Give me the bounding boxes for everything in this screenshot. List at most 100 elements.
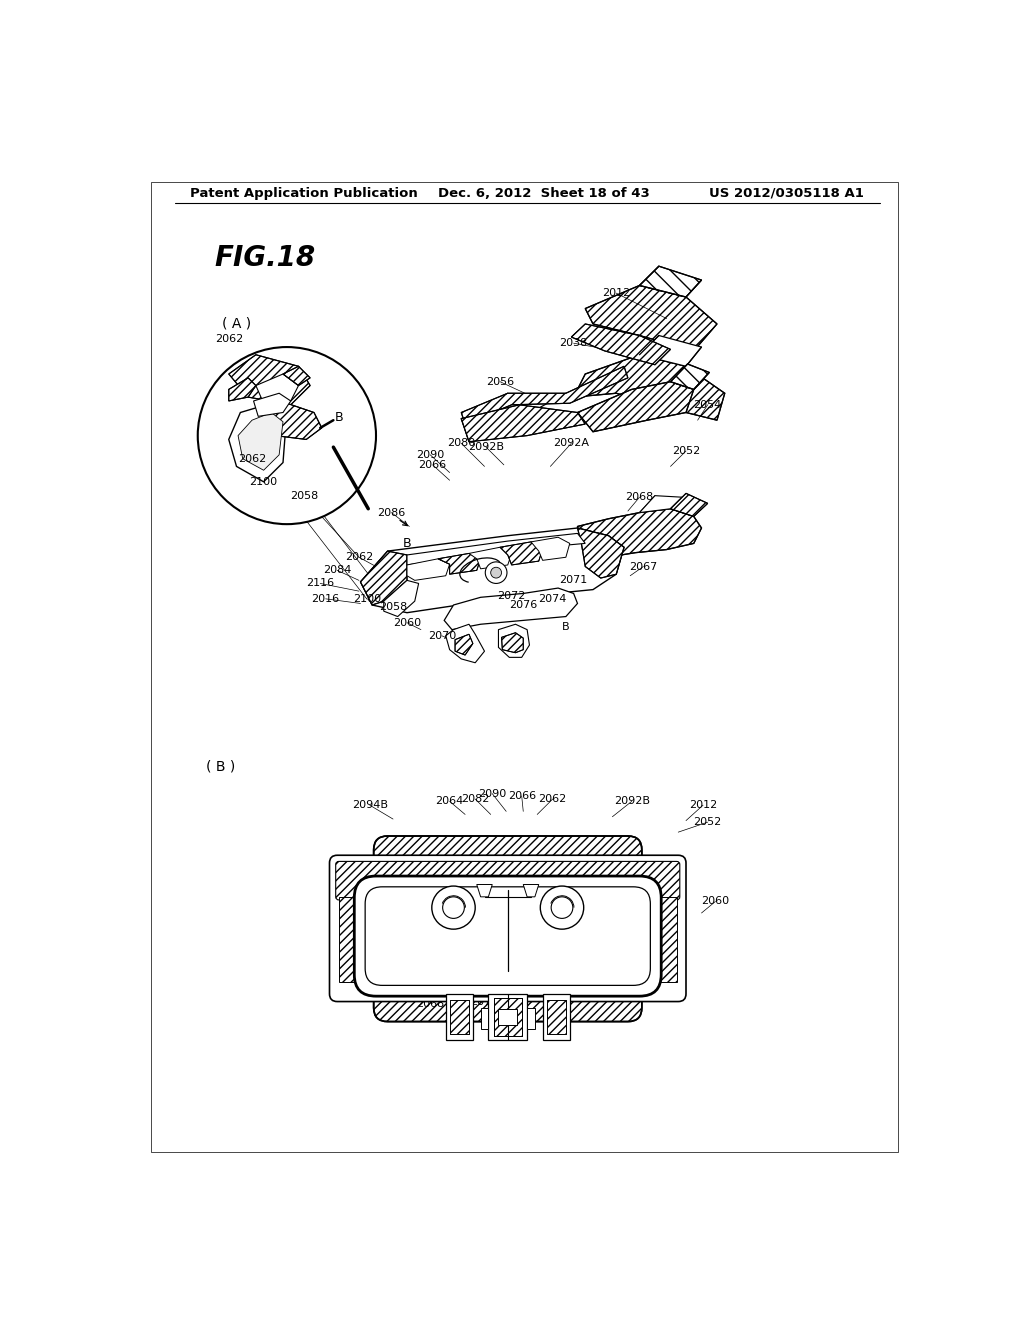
Polygon shape — [671, 494, 708, 516]
Text: 2116: 2116 — [306, 578, 334, 589]
Text: 2016: 2016 — [311, 594, 340, 603]
Text: 2066: 2066 — [419, 459, 446, 470]
Text: 2072: 2072 — [498, 591, 525, 601]
Polygon shape — [444, 589, 578, 630]
Text: B: B — [562, 622, 569, 631]
Polygon shape — [547, 1001, 566, 1034]
Text: 2012: 2012 — [689, 800, 717, 810]
Polygon shape — [461, 405, 586, 442]
Polygon shape — [238, 412, 283, 470]
Text: US 2012/0305118 A1: US 2012/0305118 A1 — [710, 186, 864, 199]
Circle shape — [541, 886, 584, 929]
Polygon shape — [254, 393, 291, 416]
FancyBboxPatch shape — [336, 862, 680, 900]
Polygon shape — [438, 553, 480, 574]
Polygon shape — [500, 543, 543, 565]
Polygon shape — [469, 548, 512, 569]
Text: 2071: 2071 — [559, 576, 588, 585]
Text: 2082: 2082 — [461, 795, 489, 804]
Polygon shape — [531, 537, 569, 560]
Text: 2062: 2062 — [345, 552, 373, 562]
Polygon shape — [228, 404, 287, 482]
Circle shape — [198, 347, 376, 524]
Polygon shape — [477, 884, 493, 896]
Polygon shape — [228, 378, 256, 401]
FancyBboxPatch shape — [374, 836, 642, 1022]
Polygon shape — [671, 364, 710, 389]
FancyBboxPatch shape — [366, 887, 650, 985]
Polygon shape — [455, 635, 473, 655]
Text: 2071: 2071 — [500, 1007, 528, 1016]
Text: 2078: 2078 — [350, 968, 379, 978]
Polygon shape — [407, 558, 450, 581]
Polygon shape — [573, 355, 725, 420]
Text: 2086: 2086 — [378, 508, 406, 517]
Text: 2067: 2067 — [630, 561, 657, 572]
Polygon shape — [445, 994, 473, 1040]
Text: 2060: 2060 — [393, 618, 421, 628]
FancyBboxPatch shape — [339, 896, 356, 982]
Text: 2092B: 2092B — [468, 442, 504, 453]
Text: 2058: 2058 — [291, 491, 318, 500]
Text: 2068: 2068 — [626, 492, 653, 502]
Circle shape — [490, 568, 502, 578]
Text: 2100: 2100 — [352, 594, 381, 603]
Text: 2052: 2052 — [672, 446, 700, 455]
Polygon shape — [523, 884, 539, 896]
Text: 2090: 2090 — [478, 788, 507, 799]
Polygon shape — [640, 496, 682, 512]
Text: 2067: 2067 — [485, 1019, 514, 1030]
Polygon shape — [578, 528, 624, 578]
Text: Dec. 6, 2012  Sheet 18 of 43: Dec. 6, 2012 Sheet 18 of 43 — [438, 186, 650, 199]
Text: 2064: 2064 — [435, 796, 464, 807]
Text: 2092A: 2092A — [606, 878, 642, 887]
Text: 2076: 2076 — [509, 601, 538, 610]
Text: FIG.18: FIG.18 — [215, 244, 316, 272]
Polygon shape — [499, 1010, 517, 1024]
Polygon shape — [578, 508, 701, 562]
FancyBboxPatch shape — [659, 896, 677, 982]
Polygon shape — [271, 404, 322, 440]
Polygon shape — [586, 285, 717, 351]
Text: 2080: 2080 — [447, 438, 475, 449]
Polygon shape — [461, 367, 628, 424]
Polygon shape — [256, 374, 299, 404]
Polygon shape — [640, 335, 701, 367]
Polygon shape — [578, 381, 693, 432]
Text: 2074: 2074 — [534, 883, 562, 894]
Text: 2094A: 2094A — [459, 878, 495, 887]
Polygon shape — [640, 267, 701, 297]
Text: 2070: 2070 — [389, 991, 417, 1001]
Polygon shape — [283, 367, 310, 385]
Circle shape — [485, 562, 507, 583]
Polygon shape — [527, 1007, 535, 1028]
Text: 2062: 2062 — [539, 795, 567, 804]
FancyBboxPatch shape — [395, 858, 621, 1001]
Text: B: B — [402, 537, 412, 550]
Polygon shape — [494, 998, 521, 1036]
Text: 2060: 2060 — [701, 896, 729, 907]
Text: 2074: 2074 — [539, 594, 567, 603]
Text: 2012: 2012 — [602, 288, 631, 298]
Text: 2084: 2084 — [323, 565, 351, 576]
Text: 2062: 2062 — [215, 334, 243, 345]
Polygon shape — [228, 355, 310, 405]
Text: ( B ): ( B ) — [207, 760, 236, 774]
Text: 2056: 2056 — [486, 376, 514, 387]
Polygon shape — [450, 1001, 469, 1034]
Text: 2068: 2068 — [416, 999, 444, 1008]
Text: 2080: 2080 — [503, 878, 531, 887]
Polygon shape — [499, 624, 529, 657]
Text: 2078: 2078 — [616, 968, 644, 978]
Polygon shape — [384, 581, 419, 616]
Text: 2094B: 2094B — [352, 800, 388, 810]
Circle shape — [442, 896, 464, 919]
Text: 2066: 2066 — [508, 791, 536, 801]
Text: ( A ): ( A ) — [222, 317, 251, 331]
FancyBboxPatch shape — [330, 855, 686, 1002]
Polygon shape — [445, 624, 484, 663]
Text: 2100: 2100 — [250, 477, 278, 487]
Text: 2058: 2058 — [379, 602, 408, 611]
Polygon shape — [360, 552, 407, 605]
Text: 2070: 2070 — [428, 631, 456, 640]
